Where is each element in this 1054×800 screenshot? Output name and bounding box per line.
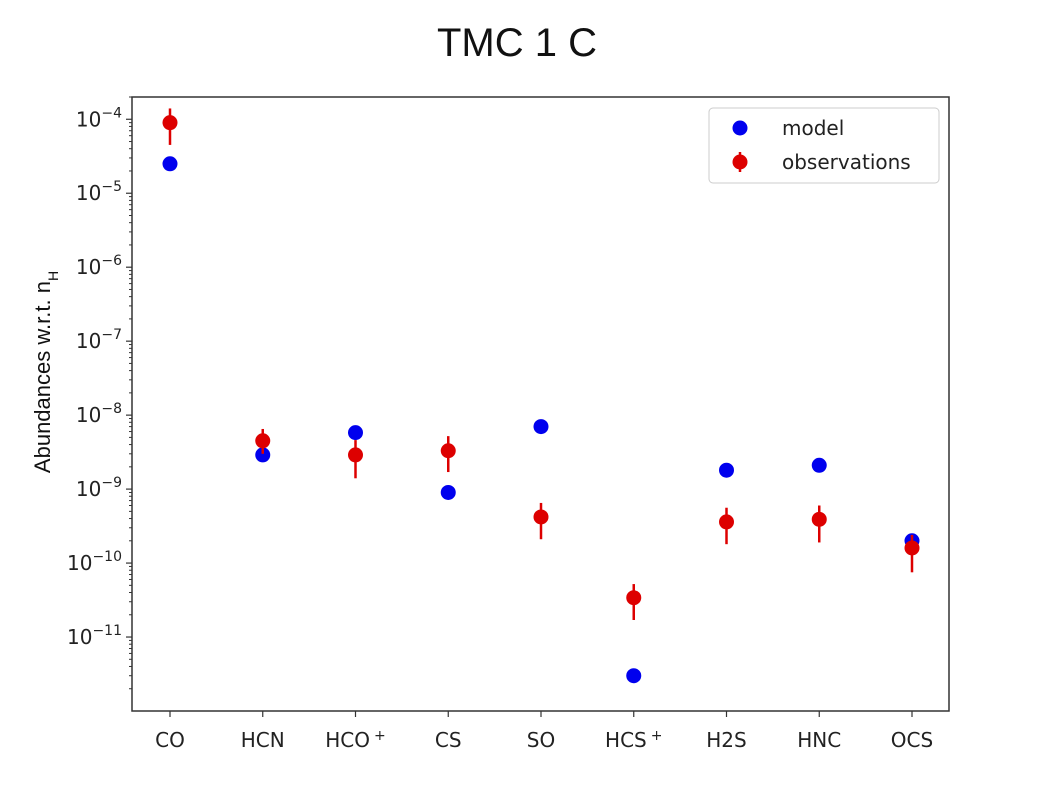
y-tick-label: 10−10 [67,549,122,575]
model-point [719,462,734,478]
observation-point [533,509,549,525]
x-tick-label: HCO + [325,728,385,752]
x-tick-label-superscript: + [374,728,386,744]
observation-point [255,433,271,449]
y-tick-base: 10 [76,107,101,131]
y-axis-label-text: Abundances w.r.t. n [30,281,55,473]
y-tick-exponent: −11 [92,623,122,639]
legend-label-model: model [782,116,844,140]
x-tick-label-text: HCO [325,728,370,752]
y-tick-label: 10−4 [76,105,122,131]
y-tick-label: 10−5 [76,179,122,205]
x-tick-label: HCN [241,728,285,752]
plot-frame [131,96,950,712]
x-tick-label-text: HNC [797,728,841,752]
y-tick-label: 10−9 [76,475,122,501]
y-tick-exponent: −5 [101,179,122,195]
x-tick-label-superscript: + [651,728,663,744]
y-tick-exponent: −9 [101,475,122,491]
y-tick-base: 10 [67,551,92,575]
model-point [626,668,642,684]
y-axis-label-subscript: H [45,271,61,281]
model-point [348,425,363,441]
x-tick-label-text: OCS [891,728,933,752]
y-tick-base: 10 [76,181,101,205]
y-tick-exponent: −4 [101,105,122,121]
y-tick-base: 10 [76,329,101,353]
x-tick-label-text: CO [155,728,185,752]
y-tick-label: 10−11 [67,623,122,649]
observation-point [904,540,920,556]
y-tick-base: 10 [67,625,92,649]
y-axis-label: Abundances w.r.t. nH [30,271,61,473]
x-tick-label: HNC [797,728,841,752]
y-tick-exponent: −8 [101,401,122,417]
x-tick-label: CS [435,728,462,752]
observation-point [719,514,734,530]
y-tick-label: 10−8 [76,401,122,427]
model-point [440,484,456,500]
legend-marker-model [732,120,748,136]
y-tick-base: 10 [76,477,101,501]
y-tick-exponent: −7 [101,327,122,343]
legend: model observations [708,107,940,184]
x-tick-label-text: CS [435,728,462,752]
model-point [255,447,271,463]
x-tick-label-text: H2S [706,728,746,752]
observation-point [162,115,178,131]
observation-point [348,447,363,463]
observation-point [811,511,827,527]
x-tick-label: OCS [891,728,933,752]
x-tick-label: SO [527,728,555,752]
x-tick-label: H2S [706,728,746,752]
x-tick-label: CO [155,728,185,752]
observation-point [626,590,642,606]
y-tick-label: 10−7 [76,327,122,353]
y-tick-label: 10−6 [76,253,122,279]
x-tick-label-text: HCS [605,728,647,752]
model-point [811,457,827,473]
legend-marker-observations [732,154,748,170]
model-point [533,419,549,435]
marks-layer [162,108,920,684]
y-tick-exponent: −10 [92,549,122,565]
y-tick-base: 10 [76,403,101,427]
x-tick-label: HCS + [605,728,662,752]
observation-point [440,443,456,459]
chart-title: TMC 1 C [437,21,597,65]
y-tick-base: 10 [76,255,101,279]
svg-text:Abundances w.r.t. nH: Abundances w.r.t. nH [30,271,61,473]
legend-box [708,107,940,184]
x-tick-label-text: HCN [241,728,285,752]
legend-label-observations: observations [782,150,911,174]
y-tick-exponent: −6 [101,253,122,269]
x-tick-label-text: SO [527,728,555,752]
model-point [162,156,178,172]
legend-items: model observations [732,116,911,174]
